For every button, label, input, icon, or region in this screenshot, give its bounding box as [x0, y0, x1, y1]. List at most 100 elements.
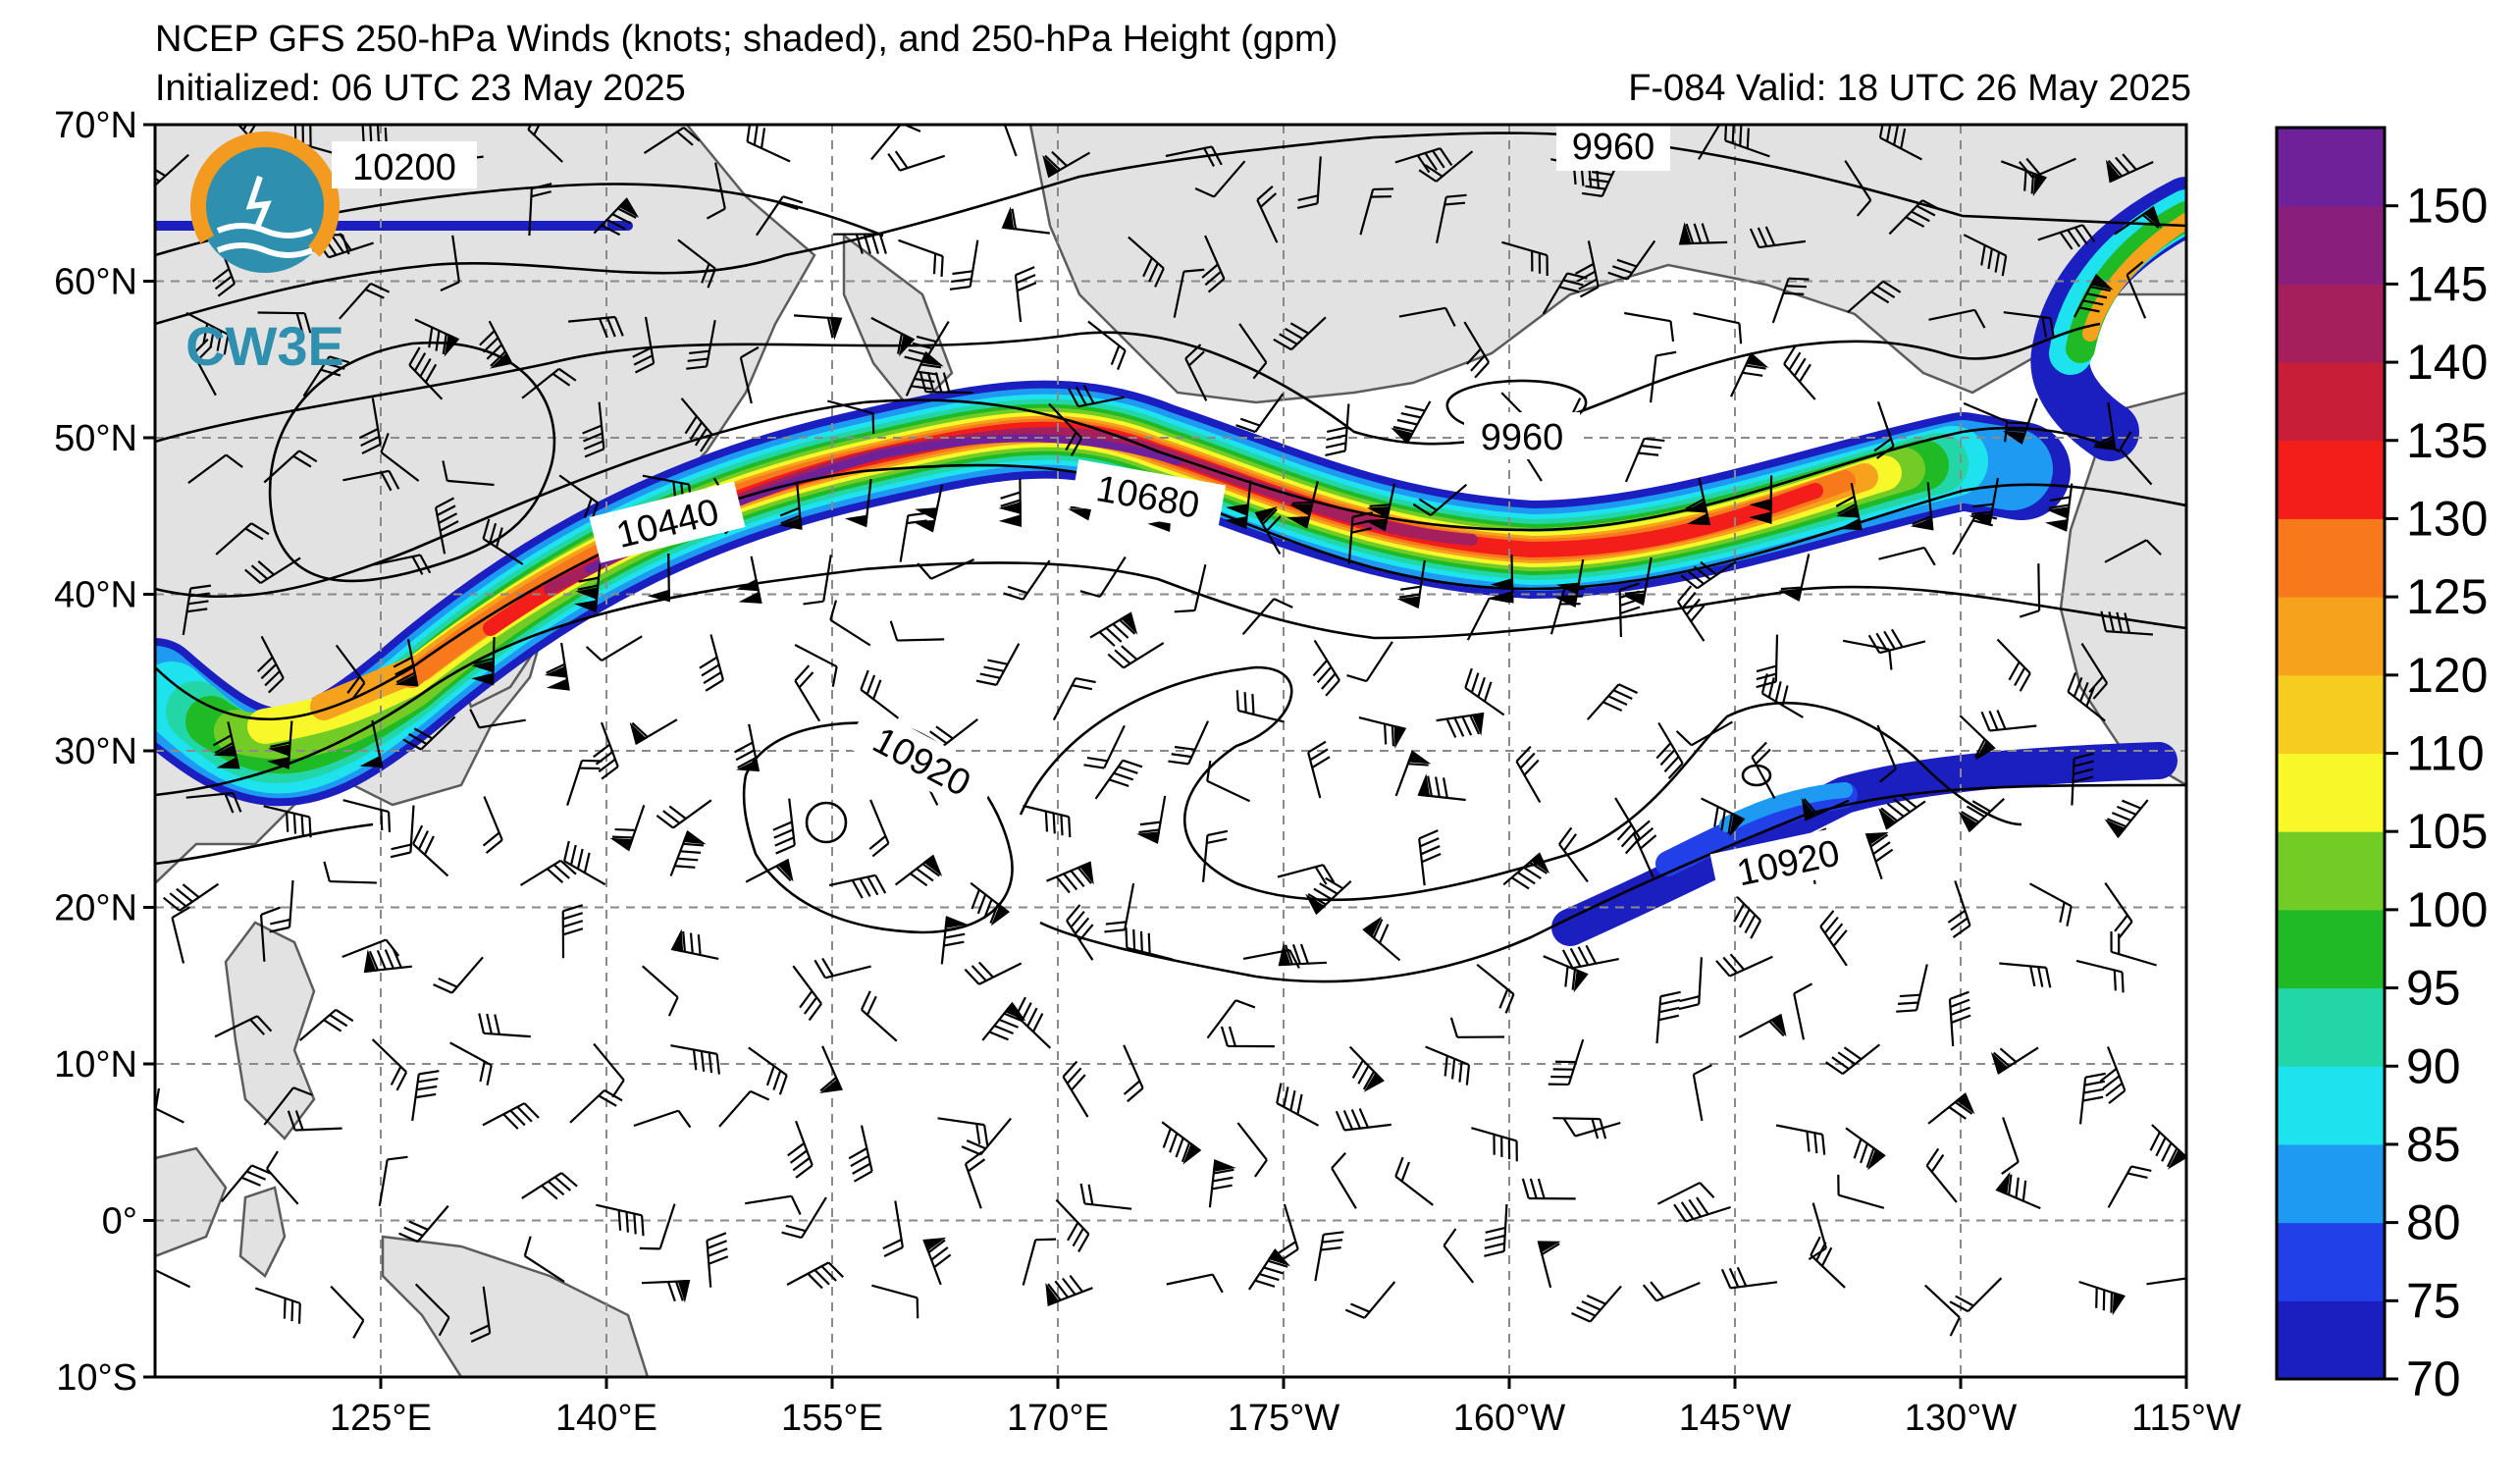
wind-barb	[263, 450, 318, 484]
wind-barb	[1241, 598, 1293, 636]
wind-barb	[1235, 393, 1285, 434]
wind-barb	[1418, 150, 1474, 183]
colorbar-label: 110	[2406, 726, 2485, 781]
wind-barb	[827, 399, 875, 434]
wind-barb	[2092, 402, 2117, 450]
wind-barb	[1362, 916, 1401, 962]
lon-label: 170°E	[1007, 1398, 1109, 1439]
wind-barb	[819, 1045, 843, 1094]
wind-barb	[1819, 910, 1848, 967]
wind-barb	[1087, 320, 1127, 370]
wind-barb	[479, 320, 513, 369]
wind-barb	[412, 824, 449, 877]
wind-barb	[1202, 829, 1229, 882]
lon-label: 125°E	[330, 1398, 432, 1439]
wind-barb	[1928, 308, 1986, 329]
wind-barb	[887, 150, 946, 172]
wind-barb	[706, 1232, 729, 1288]
wind-barb	[860, 669, 900, 719]
init-time: Initialized: 06 UTC 23 May 2025	[155, 68, 686, 109]
wind-barb	[899, 511, 929, 562]
wind-barb	[1650, 350, 1677, 403]
wind-barb	[961, 1117, 1012, 1156]
wind-barb	[566, 759, 603, 806]
wind-barb	[1052, 677, 1096, 721]
wind-barb	[398, 1204, 449, 1244]
colorbar-segment	[2277, 362, 2385, 442]
wind-barb	[2001, 1117, 2020, 1175]
contour-line	[805, 801, 848, 844]
wind-barb	[1607, 239, 1656, 281]
wind-barb	[1238, 323, 1268, 380]
wind-barb	[220, 1164, 272, 1203]
wind-barb	[339, 282, 391, 320]
wind-barb	[1089, 611, 1138, 647]
wind-barb	[266, 1150, 299, 1205]
wind-barb	[1655, 990, 1681, 1044]
wind-barb	[1398, 306, 1456, 327]
lon-label: 155°E	[781, 1398, 883, 1439]
wind-barb	[922, 1237, 952, 1286]
wind-barb	[1835, 482, 1863, 531]
wind-barb	[256, 635, 285, 694]
wind-barb	[718, 1089, 770, 1128]
wind-barb	[1678, 957, 1703, 1011]
wind-barb	[803, 555, 832, 606]
wind-barb	[794, 644, 838, 687]
wind-barb	[162, 882, 220, 912]
wind-barb	[1174, 563, 1207, 613]
wind-barb	[1844, 160, 1872, 217]
wind-barb	[1501, 240, 1549, 277]
wind-barb	[1104, 882, 1135, 933]
contour-label: 10680	[1070, 459, 1227, 532]
wind-barb	[609, 805, 646, 852]
wind-barb	[2067, 672, 2106, 722]
wind-barb	[528, 183, 552, 237]
wind-barb	[1502, 852, 1550, 890]
wind-barb	[949, 239, 979, 291]
wind-barb	[832, 233, 887, 254]
colorbar-label: 145	[2406, 256, 2488, 311]
colorbar-segment	[2277, 1222, 2385, 1301]
wind-barb	[1760, 673, 1804, 718]
colorbar-label: 125	[2406, 569, 2488, 624]
wind-barb	[735, 556, 762, 605]
wind-barb	[1066, 904, 1094, 961]
wind-barb	[482, 796, 503, 854]
chart-title: NCEP GFS 250-hPa Winds (knots; shaded), …	[155, 19, 1339, 60]
colorbar-segment	[2277, 597, 2385, 676]
wind-barb	[1793, 982, 1813, 1040]
wind-barb	[1206, 760, 1251, 803]
wind-barb	[1425, 1045, 1471, 1086]
wind-barb	[341, 938, 400, 959]
wind-barb	[1876, 724, 1897, 783]
wind-barb	[755, 195, 804, 237]
wind-barb	[544, 642, 570, 691]
jet-stream-shading	[155, 177, 2186, 946]
wind-barb	[794, 664, 821, 722]
wind-barb	[1394, 750, 1432, 797]
wind-barb	[1314, 1231, 1344, 1282]
wind-barb	[469, 709, 526, 729]
wind-barb	[1161, 1121, 1202, 1165]
wind-barb	[1749, 475, 1773, 524]
wind-barb	[706, 162, 726, 220]
wind-barb	[323, 861, 377, 884]
wind-barb	[1618, 582, 1641, 638]
wind-barb	[414, 318, 460, 357]
wind-barb	[1359, 187, 1394, 236]
wind-barb	[1449, 1017, 1505, 1038]
wind-barb	[1048, 402, 1083, 456]
lon-label: 175°W	[1228, 1398, 1340, 1439]
wind-barb	[2105, 153, 2154, 184]
wind-barb	[569, 1088, 623, 1124]
wind-barb	[1307, 740, 1331, 799]
wind-barb	[670, 928, 719, 960]
wind-barb	[244, 556, 301, 585]
wind-barb	[155, 153, 189, 187]
wind-barb	[359, 719, 384, 768]
wind-barb	[1466, 597, 1510, 641]
wind-barb	[155, 1265, 191, 1289]
wind-barb	[1079, 556, 1127, 598]
wind-barb	[1562, 1118, 1621, 1138]
